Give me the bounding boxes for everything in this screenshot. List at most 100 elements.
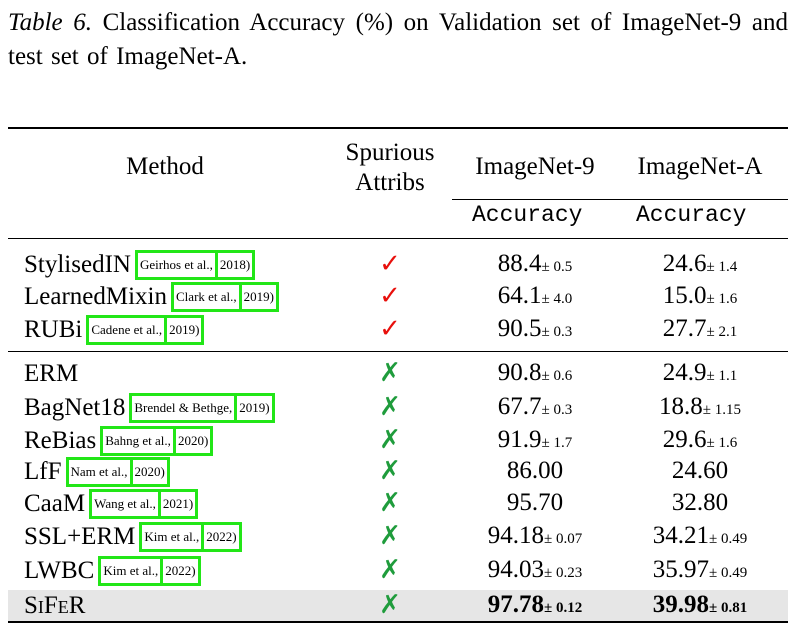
imagenet9-value: 95.70 <box>506 489 564 516</box>
citation-year: 2019) <box>234 393 275 424</box>
imageneta-std: ± 1.6 <box>706 291 738 307</box>
imagenet9-value: 94.18 <box>487 522 544 549</box>
method-cell: LearnedMixin Clark et al., 2019) <box>24 281 280 313</box>
imageneta-value-cell: 29.6± 1.6 <box>615 425 785 458</box>
imagenet9-std: ± 0.23 <box>544 565 583 581</box>
imageneta-value: 15.0 <box>662 282 707 309</box>
imageneta-value: 24.6 <box>662 250 707 277</box>
method-name: BagNet18 <box>24 394 126 422</box>
imageneta-value-cell: 24.60 <box>615 456 785 486</box>
method-name: ReBias <box>24 427 97 455</box>
imagenet9-value-cell: 94.18± 0.07 <box>450 521 620 554</box>
imageneta-value: 35.97 <box>652 556 709 583</box>
imageneta-value: 39.98 <box>652 591 709 618</box>
imagenet9-value: 91.9 <box>497 426 542 453</box>
citation-year: 2019) <box>164 315 205 346</box>
citation-box: Nam et al., 2020) <box>65 457 170 488</box>
imagenet9-value: 88.4 <box>497 250 542 277</box>
imagenet9-value: 94.03 <box>487 556 544 583</box>
imageneta-std: ± 1.1 <box>706 368 738 384</box>
method-cell: SSL+ERM Kim et al., 2022) <box>24 521 242 553</box>
method-cell: LfF Nam et al., 2020) <box>24 456 170 488</box>
imageneta-std: ± 1.4 <box>706 259 738 275</box>
citation-authors: Geirhos et al., <box>134 250 218 281</box>
method-name: LWBC <box>24 557 95 585</box>
check-icon: ✓ <box>379 281 401 311</box>
header-attribs: Attribs <box>355 169 425 196</box>
imageneta-std: ± 0.49 <box>709 531 748 547</box>
cross-icon: ✗ <box>379 392 401 422</box>
imageneta-value-cell: 24.6± 1.4 <box>615 249 785 282</box>
table-caption: Table 6. Classification Accuracy (%) on … <box>8 6 788 74</box>
header-method: Method <box>126 153 204 180</box>
group-rule <box>8 351 788 352</box>
method-cell: SiFeR <box>24 590 85 621</box>
imagenet9-value: 67.7 <box>497 393 542 420</box>
citation-box: Cadene et al., 2019) <box>86 315 205 346</box>
citation-authors: Clark et al., <box>171 282 242 313</box>
imagenet9-value-cell: 90.5± 0.3 <box>450 314 620 347</box>
imagenet9-std: ± 0.3 <box>541 324 573 340</box>
subheader-rule <box>452 199 788 200</box>
imageneta-value: 29.6 <box>662 426 707 453</box>
check-icon: ✓ <box>379 314 401 344</box>
cross-icon: ✗ <box>379 555 401 585</box>
imageneta-value: 24.9 <box>662 359 707 386</box>
citation-authors: Wang et al., <box>89 489 161 520</box>
method-name: RUBi <box>24 316 83 344</box>
imageneta-value: 34.21 <box>652 522 709 549</box>
citation-box: Geirhos et al., 2018) <box>134 250 256 281</box>
check-icon: ✓ <box>379 249 401 279</box>
imagenet9-value: 86.00 <box>506 457 564 484</box>
citation-year: 2021) <box>157 489 199 520</box>
method-name: SiFeR <box>24 592 86 620</box>
header-imagenet9: ImageNet-9 <box>475 153 595 180</box>
method-name: LfF <box>24 458 62 486</box>
imagenet9-value: 64.1 <box>497 282 542 309</box>
imageneta-value: 18.8 <box>659 393 703 420</box>
imageneta-value: 32.80 <box>671 489 729 516</box>
bottom-rule <box>8 621 788 623</box>
imageneta-value: 24.60 <box>671 457 729 484</box>
imagenet9-std: ± 0.5 <box>541 259 573 275</box>
imageneta-value-cell: 27.7± 2.1 <box>615 314 785 347</box>
cross-icon: ✗ <box>379 488 401 518</box>
imagenet9-value-cell: 97.78± 0.12 <box>450 590 620 623</box>
header-spurious: Spurious <box>345 139 435 166</box>
citation-authors: Bahng et al., <box>100 426 176 457</box>
method-cell: BagNet18 Brendel & Bethge, 2019) <box>24 392 275 424</box>
citation-year: 2018) <box>214 250 256 281</box>
imagenet9-value-cell: 91.9± 1.7 <box>450 425 620 458</box>
method-cell: StylisedIN Geirhos et al., 2018) <box>24 249 256 281</box>
citation-authors: Kim et al., <box>139 522 205 553</box>
cross-icon: ✗ <box>379 456 401 486</box>
imagenet9-value-cell: 90.8± 0.6 <box>450 358 620 391</box>
method-name: ERM <box>24 360 79 388</box>
citation-year: 2020) <box>172 426 214 457</box>
imageneta-std: ± 1.15 <box>702 402 741 418</box>
header-rule <box>8 238 788 239</box>
imagenet9-value: 97.78 <box>487 591 544 618</box>
citation-year: 2022) <box>201 522 242 553</box>
imagenet9-std: ± 4.0 <box>541 291 573 307</box>
method-name: LearnedMixin <box>24 283 168 311</box>
cross-icon: ✗ <box>379 521 401 551</box>
imagenet9-std: ± 0.3 <box>541 402 573 418</box>
highlight-row-background <box>8 590 788 621</box>
caption-label: Table 6. <box>8 9 92 36</box>
citation-box: Wang et al., 2021) <box>89 489 199 520</box>
method-cell: ReBias Bahng et al., 2020) <box>24 425 214 457</box>
imagenet9-std: ± 0.07 <box>544 531 583 547</box>
imageneta-value-cell: 18.8± 1.15 <box>615 392 785 425</box>
citation-authors: Kim et al., <box>98 556 164 587</box>
citation-authors: Brendel & Bethge, <box>129 393 238 424</box>
imageneta-value-cell: 15.0± 1.6 <box>615 281 785 314</box>
imageneta-value-cell: 35.97± 0.49 <box>615 555 785 588</box>
citation-box: Bahng et al., 2020) <box>100 426 214 457</box>
citation-box: Kim et al., 2022) <box>139 522 242 553</box>
imageneta-std: ± 0.49 <box>709 565 748 581</box>
citation-box: Brendel & Bethge, 2019) <box>129 393 275 424</box>
imageneta-std: ± 1.6 <box>706 435 738 451</box>
imagenet9-value: 90.5 <box>497 315 542 342</box>
citation-year: 2022) <box>160 556 201 587</box>
